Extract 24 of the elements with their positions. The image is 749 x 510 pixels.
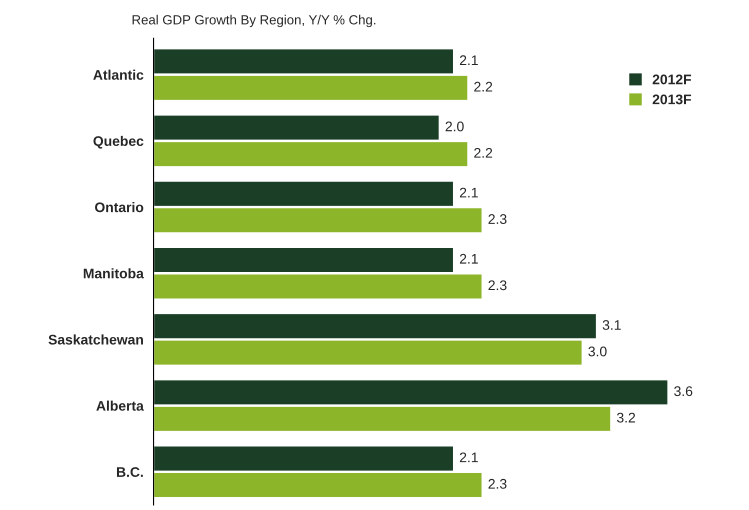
data-label: 2.1 — [460, 254, 478, 264]
y-tick-label: Alberta — [96, 400, 144, 411]
y-tick-label: Atlantic — [93, 70, 144, 80]
chart-title: Real GDP Growth By Region, Y/Y % Chg. — [132, 14, 376, 28]
y-tick-label: Manitoba — [84, 268, 144, 278]
data-label: 2.2 — [474, 148, 492, 158]
data-label: 3.1 — [602, 320, 621, 330]
data-label: 2.3 — [488, 280, 507, 290]
data-label: 3.6 — [674, 386, 692, 396]
data-label: 2.1 — [460, 452, 478, 462]
data-label: 2.1 — [460, 55, 478, 66]
y-tick-label: B.C. — [116, 467, 143, 477]
data-label: 2.0 — [446, 122, 464, 132]
data-label: 3.2 — [616, 412, 636, 423]
legend-label: 2012F — [652, 74, 692, 84]
data-label: 2.3 — [488, 478, 507, 489]
y-tick-label: Ontario — [95, 202, 144, 212]
legend-label: 2013F — [652, 94, 692, 104]
data-label: 2.1 — [460, 188, 478, 198]
y-tick-label: Quebec — [93, 136, 144, 149]
y-tick-label: Saskatchewan — [48, 334, 143, 345]
data-label: 2.3 — [488, 214, 507, 224]
data-label: 3.0 — [588, 346, 607, 356]
data-label: 2.2 — [474, 82, 492, 92]
